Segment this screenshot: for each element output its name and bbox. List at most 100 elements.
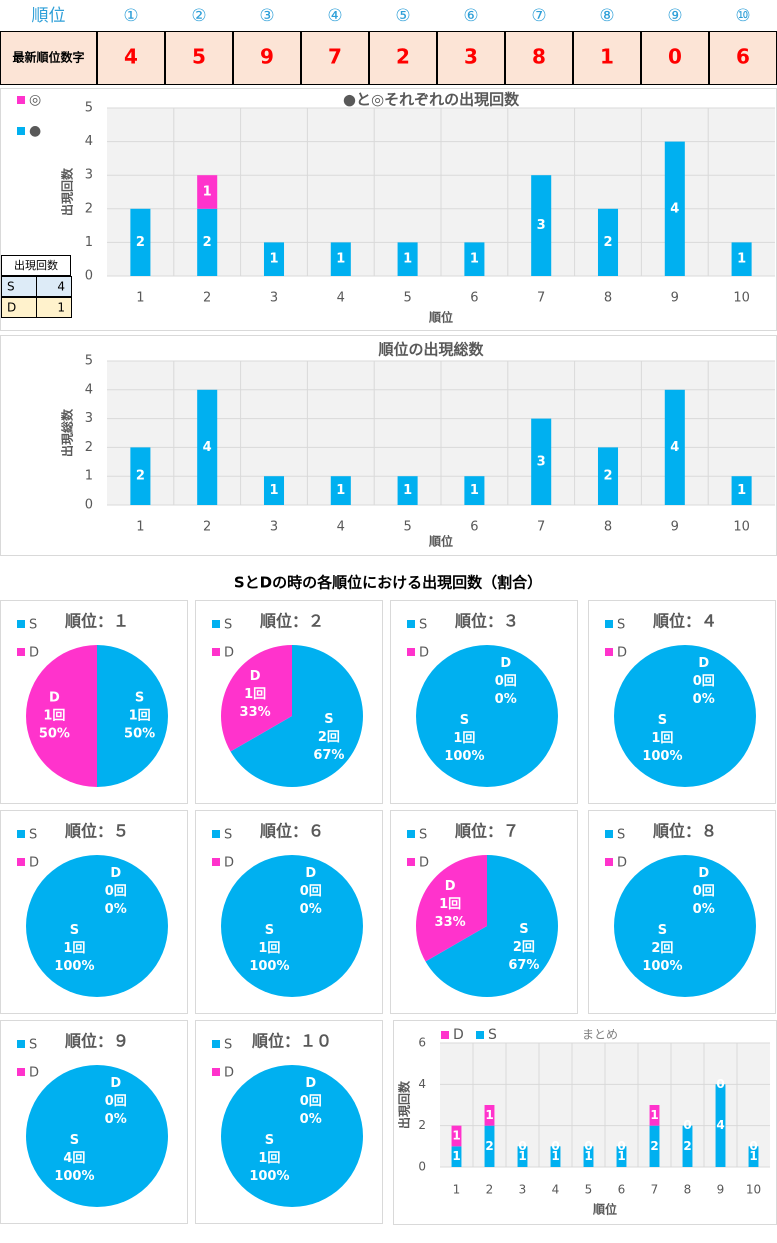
data-label: 0 [716, 1077, 724, 1091]
x-tick-label: 3 [270, 520, 278, 535]
data-label: 0% [693, 692, 715, 707]
bar [197, 389, 218, 505]
data-label: 1回 [244, 687, 266, 702]
legend-swatch [17, 1040, 25, 1048]
y-tick-label: 4 [85, 134, 93, 149]
table-cell [505, 31, 573, 85]
y-tick-label: 2 [418, 1118, 426, 1132]
table-cell [301, 31, 369, 85]
x-tick-label: 2 [203, 520, 211, 535]
count-table-title: 出現回数 [14, 258, 58, 272]
bar [464, 476, 485, 505]
data-label: 1回 [129, 709, 151, 724]
legend-label: D [419, 646, 429, 661]
x-tick-label: 6 [618, 1183, 626, 1197]
bar-segment [451, 1146, 462, 1167]
bar [664, 389, 685, 505]
data-label: 0回 [495, 674, 517, 689]
bar-segment [748, 1146, 759, 1167]
data-label: 2 [485, 1139, 493, 1153]
count-table-cell: S [7, 280, 15, 294]
data-label: 1 [203, 185, 212, 200]
data-label: 1 [403, 252, 412, 267]
table-header: 順位 [32, 6, 66, 26]
data-label: 0 [518, 1139, 526, 1153]
data-label: 0回 [105, 884, 127, 899]
table-cell [0, 31, 97, 85]
x-tick-label: 7 [537, 291, 545, 306]
data-label: 0回 [105, 1094, 127, 1109]
x-tick-label: 5 [585, 1183, 593, 1197]
table-cell [437, 0, 505, 31]
bar [330, 476, 351, 505]
data-label: 0 [551, 1139, 559, 1153]
data-label: S [265, 1133, 274, 1148]
y-tick-label: 3 [85, 411, 93, 426]
bar [531, 418, 552, 505]
data-label: 0回 [300, 884, 322, 899]
data-label: D [698, 866, 709, 881]
y-tick-label: 0 [418, 1160, 426, 1174]
data-label: 2 [136, 469, 145, 484]
table-cell-text: 6 [736, 45, 750, 69]
data-label: D [250, 669, 261, 684]
y-tick-label: 5 [85, 101, 93, 116]
table-cell [369, 0, 437, 31]
bar-segment [517, 1146, 528, 1167]
bar-segment [197, 208, 218, 276]
data-label: 100% [642, 749, 682, 764]
x-tick-label: 6 [470, 291, 478, 306]
table-cell [641, 31, 709, 85]
data-label: 3 [537, 218, 546, 233]
data-label: 1 [485, 1108, 493, 1122]
bar [597, 447, 619, 505]
data-label: 0% [495, 692, 517, 707]
data-label: 1 [336, 252, 345, 267]
bar [397, 476, 418, 505]
legend-label: D [224, 1066, 234, 1081]
legend-label: D [29, 1066, 39, 1081]
table-header: ⑨ [667, 6, 682, 26]
legend-swatch [407, 620, 415, 628]
table-cell [301, 0, 369, 31]
legend-label: S [29, 618, 37, 633]
table-header: ① [123, 6, 138, 26]
data-label: 1 [452, 1129, 460, 1143]
section-title: SとDの時の各順位における出現回数（割合） [234, 574, 542, 592]
data-label: S [70, 923, 79, 938]
data-label: 100% [249, 959, 289, 974]
x-tick-label: 10 [733, 520, 750, 535]
bar-segment [583, 1146, 594, 1167]
legend-label: S [419, 828, 427, 843]
legend-swatch [212, 830, 220, 838]
table-cell-text: 0 [668, 45, 682, 69]
data-label: 1 [737, 252, 746, 267]
chart-title: 順位：１０ [251, 1032, 332, 1051]
x-tick-label: 10 [746, 1183, 761, 1197]
bar-segment [330, 242, 351, 276]
legend-label: D [29, 856, 39, 871]
legend-swatch [605, 648, 613, 656]
data-label: 0 [617, 1139, 625, 1153]
data-label: 1回 [651, 731, 673, 746]
bar-segment [731, 242, 752, 276]
bar-segment [263, 242, 285, 276]
x-tick-label: 1 [136, 291, 144, 306]
data-label: 1 [336, 483, 345, 498]
legend-swatch [212, 1040, 220, 1048]
data-label: 67% [313, 748, 344, 763]
x-tick-label: 4 [337, 520, 345, 535]
table-cell [1, 255, 71, 276]
legend-label: D [617, 856, 627, 871]
bar-segment [682, 1125, 693, 1167]
y-tick-label: 5 [85, 354, 93, 369]
pie-slice [220, 645, 292, 752]
bar-segment [664, 141, 685, 276]
count-table-cell: D [7, 301, 16, 315]
data-label: 0% [300, 902, 322, 917]
x-tick-label: 8 [684, 1183, 692, 1197]
legend-swatch [407, 858, 415, 866]
pie-slice [26, 1065, 168, 1207]
x-tick-label: 3 [519, 1183, 527, 1197]
pie-slice [26, 645, 97, 787]
